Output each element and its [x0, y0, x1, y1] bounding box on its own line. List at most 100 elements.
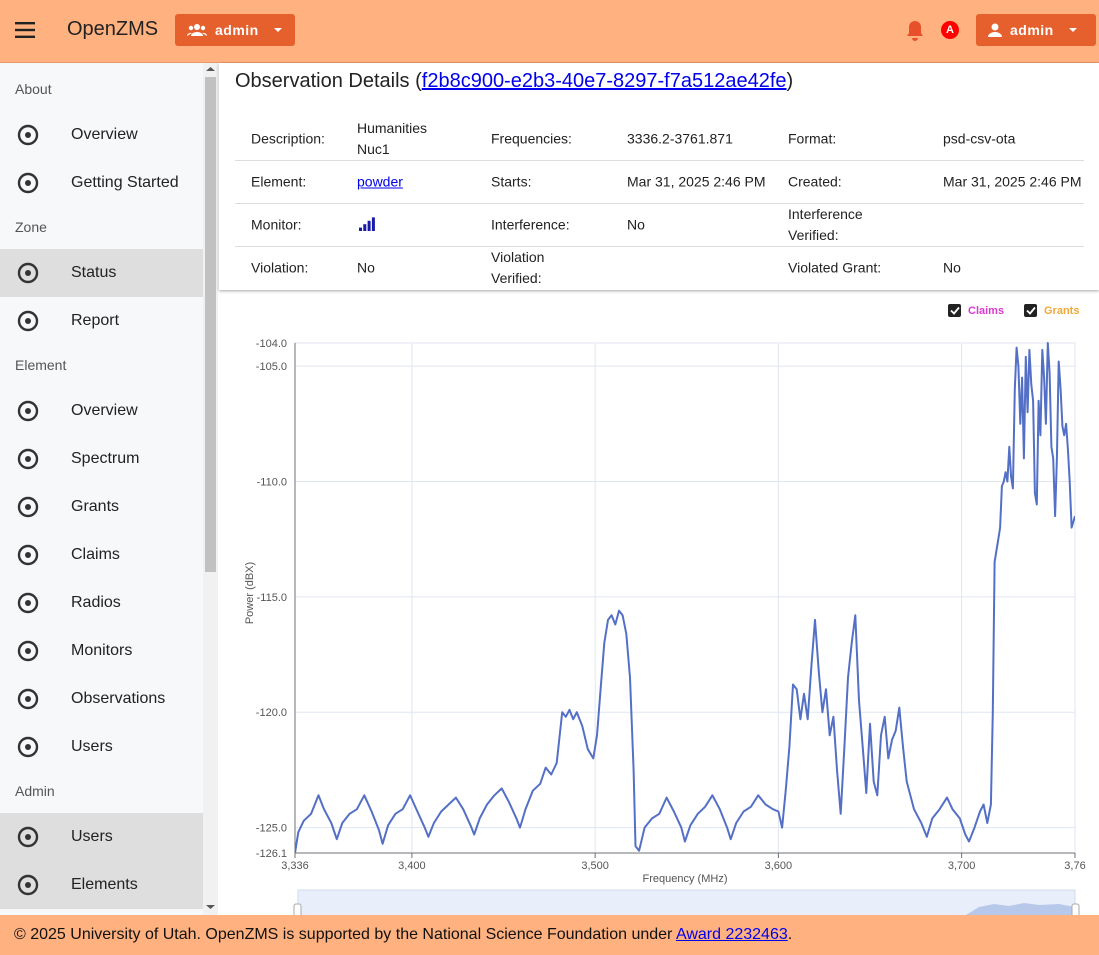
- nav-item[interactable]: Elements: [0, 861, 203, 909]
- scrollbar[interactable]: [203, 63, 218, 915]
- field-value: No: [357, 259, 375, 276]
- icon-shape: [17, 826, 39, 848]
- nav-icon: [17, 400, 39, 422]
- nav-item[interactable]: Overview: [0, 111, 203, 159]
- nav-item[interactable]: Users: [0, 723, 203, 771]
- icon-shape: [17, 400, 39, 422]
- icon-shape: [25, 552, 31, 558]
- app-name[interactable]: OpenZMS: [67, 18, 159, 40]
- nav-label: Claims: [71, 546, 120, 563]
- icon-shape: [17, 172, 39, 194]
- icon-shape: [25, 696, 31, 702]
- footer: © 2025 University of Utah. OpenZMS is su…: [0, 915, 1099, 955]
- nav-label: Users: [71, 738, 113, 755]
- nav-item[interactable]: Monitors: [0, 627, 203, 675]
- nav-item[interactable]: Getting Started: [0, 159, 203, 207]
- zoom-preview: [966, 903, 1075, 915]
- menu-icon[interactable]: [15, 21, 35, 39]
- icon-shape: [17, 544, 39, 566]
- nav-icon: [17, 172, 39, 194]
- x-axis-label: Frequency (MHz): [643, 873, 728, 885]
- details-card: [219, 63, 1099, 290]
- title-text: Observation Details: [235, 70, 410, 92]
- paren: (: [415, 70, 422, 92]
- group-icon: [187, 24, 207, 36]
- nav-label: Users: [71, 828, 113, 845]
- legend-checkbox[interactable]: [948, 304, 961, 317]
- scroll-up[interactable]: [206, 66, 215, 72]
- nav-item[interactable]: Overview: [0, 387, 203, 435]
- field-value: Mar 31, 2025 2:46 PM: [943, 173, 1082, 190]
- award-link[interactable]: Award 2232463: [675, 926, 788, 943]
- zoom-slider[interactable]: [297, 889, 1076, 915]
- legend-label[interactable]: Grants: [1044, 305, 1079, 317]
- legend-checkbox[interactable]: [1024, 304, 1037, 317]
- caret: [1068, 28, 1077, 32]
- icon-shape: [17, 640, 39, 662]
- nav-icon: [17, 592, 39, 614]
- field-label: Violation Verified:: [491, 249, 545, 286]
- element-button[interactable]: admin: [175, 14, 295, 46]
- field-label: Violated Grant:: [788, 259, 882, 276]
- legend-label[interactable]: Claims: [968, 305, 1004, 317]
- icon-shape: [25, 180, 31, 186]
- section-label: About: [15, 81, 52, 97]
- field-value: 3336.2-3761.871: [627, 130, 733, 147]
- details-title: Observation Details (f2b8c900-e2b3-40e7-…: [235, 70, 793, 93]
- power-line: [295, 342, 1075, 854]
- field-label: Interference Verified:: [788, 206, 863, 243]
- icon-shape: [17, 310, 39, 332]
- field-label: Description:: [251, 130, 325, 147]
- field-label: Interference:: [491, 216, 570, 233]
- y-tick-label: -125.0: [256, 823, 287, 835]
- field-value: No: [627, 216, 645, 233]
- user-badge[interactable]: A: [941, 21, 959, 39]
- y-axis-label: Power (dBX): [244, 562, 256, 624]
- field-value: Mar 31, 2025 2:46 PM: [627, 173, 766, 190]
- nav-icon: [17, 544, 39, 566]
- zoom-handle[interactable]: [293, 903, 302, 915]
- field-value: psd-csv-ota: [943, 130, 1016, 147]
- nav-item[interactable]: Grants: [0, 483, 203, 531]
- nav-icon: [17, 640, 39, 662]
- nav-item[interactable]: Claims: [0, 531, 203, 579]
- signal-bar: [367, 220, 371, 231]
- icon-shape: [25, 132, 31, 138]
- scroll-thumb[interactable]: [205, 77, 216, 572]
- icon-shape: [25, 648, 31, 654]
- user-button[interactable]: admin: [976, 14, 1096, 46]
- field-label: Format:: [788, 130, 837, 147]
- row-divider: [235, 160, 1084, 161]
- nav-item[interactable]: Status: [0, 249, 203, 297]
- zoom-handle[interactable]: [1071, 903, 1080, 915]
- y-tick-label: -105.0: [256, 361, 287, 373]
- field-value: Humanities Nuc1: [357, 120, 428, 157]
- x-tick-label: 3,76: [1064, 860, 1085, 872]
- observation-id-link[interactable]: f2b8c900-e2b3-40e7-8297-f7a512ae42fe: [421, 70, 787, 92]
- section-label: Element: [15, 357, 67, 373]
- check: [950, 306, 960, 315]
- field-value[interactable]: powder: [357, 173, 403, 190]
- icon-shape: [25, 834, 31, 840]
- field-label: Frequencies:: [491, 130, 572, 147]
- nav-icon: [17, 496, 39, 518]
- nav-item[interactable]: Radios: [0, 579, 203, 627]
- nav-item[interactable]: Observations: [0, 675, 203, 723]
- field-value: No: [943, 259, 961, 276]
- icon-shape: [25, 744, 31, 750]
- field-label: Element:: [251, 173, 307, 190]
- y-tick-label: -110.0: [257, 476, 287, 488]
- nav-label: Elements: [71, 876, 138, 893]
- scroll-down[interactable]: [206, 904, 215, 910]
- element-button-label: admin: [215, 22, 259, 38]
- bell-icon[interactable]: [905, 19, 925, 41]
- y-tick-label: -126.1: [256, 848, 287, 860]
- row-divider: [235, 246, 1084, 247]
- icon-shape: [25, 504, 31, 510]
- nav-icon: [17, 310, 39, 332]
- nav-item[interactable]: Report: [0, 297, 203, 345]
- nav-label: Overview: [71, 126, 138, 143]
- nav-item[interactable]: Users: [0, 813, 203, 861]
- nav-item[interactable]: Spectrum: [0, 435, 203, 483]
